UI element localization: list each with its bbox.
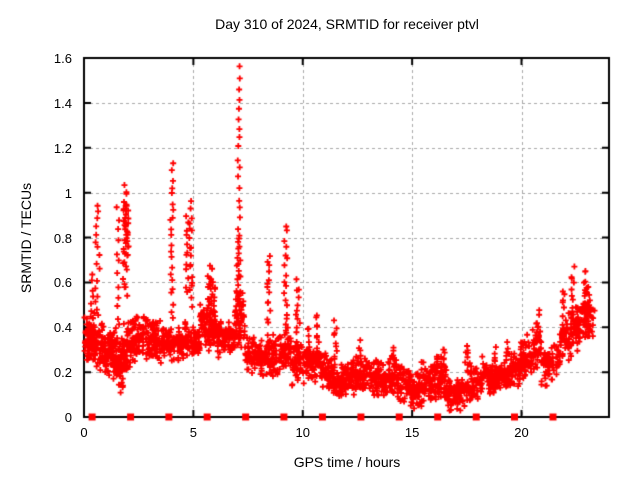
x-tick-label: 15 [404, 425, 420, 440]
chart-title: Day 310 of 2024, SRMTID for receiver ptv… [215, 16, 479, 32]
y-tick-label: 1 [64, 185, 72, 201]
y-tick-label: 0.4 [53, 320, 72, 336]
y-tick-label: 0 [64, 410, 72, 425]
x-tick-label: 5 [189, 425, 197, 440]
y-tick-label: 0.2 [53, 365, 72, 381]
x-tick-label: 0 [80, 425, 88, 440]
y-tick-label: 0.6 [53, 275, 72, 291]
y-tick-label: 0.8 [53, 230, 72, 246]
x-tick-label: 20 [514, 425, 529, 440]
x-axis-label: GPS time / hours [293, 454, 401, 470]
y-tick-label: 1.2 [53, 140, 72, 156]
y-tick-label: 1.6 [53, 51, 72, 66]
x-tick-label: 10 [295, 425, 310, 440]
y-tick-label: 1.4 [53, 95, 72, 111]
